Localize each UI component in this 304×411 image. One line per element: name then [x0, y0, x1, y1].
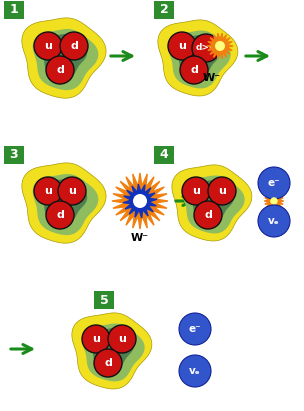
Circle shape — [58, 177, 86, 205]
Polygon shape — [22, 163, 106, 243]
Circle shape — [46, 56, 74, 84]
Polygon shape — [22, 18, 106, 98]
FancyBboxPatch shape — [4, 146, 24, 164]
Text: u: u — [178, 41, 186, 51]
Circle shape — [60, 32, 88, 60]
Text: d: d — [104, 358, 112, 368]
Circle shape — [34, 32, 62, 60]
Circle shape — [192, 34, 220, 62]
Text: d: d — [204, 210, 212, 220]
Text: d>u: d>u — [196, 44, 216, 53]
Circle shape — [180, 56, 208, 84]
Circle shape — [215, 41, 225, 51]
Circle shape — [46, 201, 74, 229]
Text: d: d — [70, 41, 78, 51]
Circle shape — [258, 167, 290, 199]
Polygon shape — [207, 33, 233, 59]
Polygon shape — [33, 29, 98, 90]
Polygon shape — [158, 20, 238, 96]
Circle shape — [133, 194, 147, 208]
Text: 4: 4 — [160, 148, 168, 162]
FancyBboxPatch shape — [4, 1, 24, 19]
Polygon shape — [123, 184, 157, 218]
Text: u: u — [44, 41, 52, 51]
Polygon shape — [41, 179, 87, 223]
Text: d: d — [56, 65, 64, 75]
Text: d: d — [190, 65, 198, 75]
Polygon shape — [190, 180, 234, 222]
Text: 5: 5 — [100, 293, 108, 307]
Circle shape — [34, 177, 62, 205]
Circle shape — [82, 325, 110, 353]
Polygon shape — [182, 175, 245, 233]
Polygon shape — [90, 328, 134, 370]
Text: W⁻: W⁻ — [203, 73, 221, 83]
Polygon shape — [82, 323, 145, 381]
Text: u: u — [192, 186, 200, 196]
Text: e⁻: e⁻ — [189, 324, 201, 334]
Circle shape — [258, 205, 290, 237]
FancyBboxPatch shape — [154, 146, 174, 164]
Text: u: u — [92, 334, 100, 344]
Text: 3: 3 — [10, 148, 18, 162]
FancyBboxPatch shape — [94, 291, 114, 309]
Circle shape — [194, 201, 222, 229]
Circle shape — [179, 355, 211, 387]
Text: u: u — [118, 334, 126, 344]
Circle shape — [94, 349, 122, 377]
Text: vₑ: vₑ — [189, 366, 201, 376]
Text: e⁻: e⁻ — [268, 178, 280, 188]
Circle shape — [179, 313, 211, 345]
Polygon shape — [168, 30, 231, 88]
Text: u: u — [68, 186, 76, 196]
Polygon shape — [72, 313, 152, 389]
Text: 1: 1 — [10, 4, 18, 16]
Text: vₑ: vₑ — [268, 216, 280, 226]
Polygon shape — [172, 165, 252, 241]
Text: W⁻: W⁻ — [131, 233, 149, 243]
Text: u: u — [218, 186, 226, 196]
Circle shape — [168, 32, 196, 60]
Circle shape — [182, 177, 210, 205]
Polygon shape — [112, 173, 168, 229]
FancyBboxPatch shape — [154, 1, 174, 19]
Circle shape — [208, 177, 236, 205]
Text: 2: 2 — [160, 4, 168, 16]
Polygon shape — [176, 35, 220, 77]
Polygon shape — [264, 192, 284, 210]
Circle shape — [270, 197, 278, 205]
Text: u: u — [44, 186, 52, 196]
Text: d: d — [56, 210, 64, 220]
Polygon shape — [41, 34, 87, 79]
Circle shape — [108, 325, 136, 353]
Polygon shape — [33, 174, 98, 235]
